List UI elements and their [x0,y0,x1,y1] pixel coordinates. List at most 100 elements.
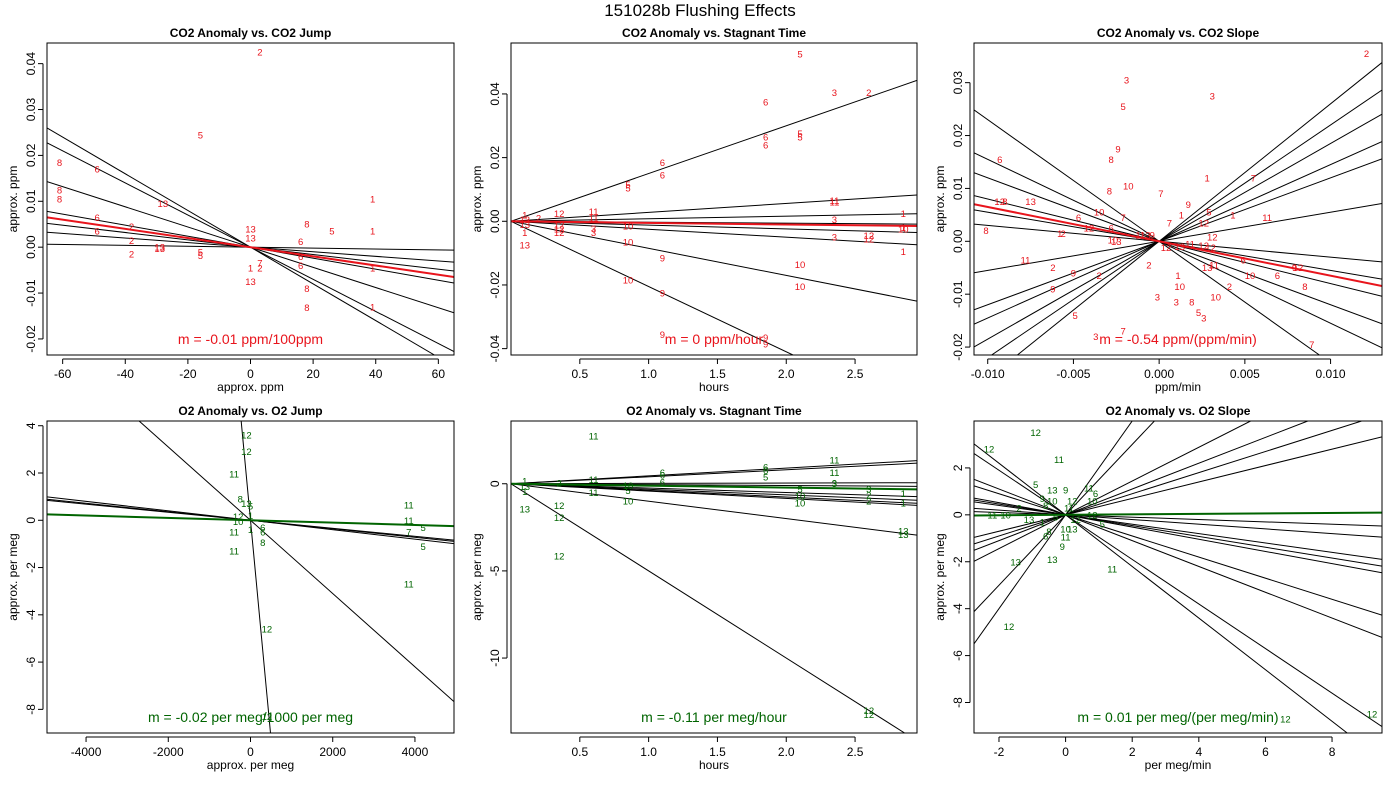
data-point-24: 12 [554,221,565,232]
fit-line-8 [511,483,917,506]
fit-line-2 [991,89,1382,355]
data-point-16: 5 [198,247,203,258]
fit-line-6 [511,483,917,501]
data-point-3: 2 [866,88,871,99]
data-point-61: 8 [1189,298,1194,309]
data-point-15: 11 [229,547,239,558]
data-point-22: 1 [370,227,375,238]
x-tick-label: -2000 [153,745,184,759]
x-tick-label: 0 [1062,745,1069,759]
fit-line-12 [974,109,1320,355]
data-point-9: 6 [660,158,665,169]
fit-line-7 [511,220,917,302]
x-tick-label: 40 [369,367,383,381]
y-tick-label: 0.01 [951,176,965,200]
data-point-19: 1 [522,210,527,221]
data-point-31: 13 [1047,555,1058,566]
fit-line-3 [511,482,917,485]
data-point-18: 6 [1076,213,1081,224]
data-point-14: 11 [829,198,839,209]
data-point-6: 8 [57,195,62,206]
data-point-8: 1 [370,195,375,206]
data-point-31: 3 [832,215,837,226]
data-point-27: 13 [245,277,256,288]
data-point-17: 10 [623,481,634,492]
data-point-11: 8 [1107,187,1112,198]
data-point-27: 6 [1108,224,1113,235]
data-point-9: 9 [1040,494,1045,505]
data-point-42: 6 [1240,255,1245,266]
data-point-16: 11 [987,510,997,521]
plot-frame [973,420,1383,734]
data-point-26: 12 [1084,224,1095,235]
data-point-15: 11 [589,207,599,218]
data-point-23: 10 [795,491,806,502]
overall-fit-line [974,203,1382,287]
data-point-39: 9 [660,253,665,264]
data-point-10: 11 [229,528,239,539]
data-point-48: 2 [1096,271,1101,282]
y-tick-label: 0.03 [951,71,965,95]
data-point-46: 2 [1050,263,1055,274]
data-point-21: 5 [329,227,334,238]
data-point-45: 11 [1020,255,1030,266]
data-point-29: 9 [1060,542,1065,553]
data-point-1: 2 [1364,49,1369,60]
y-tick-label: 0.00 [951,229,965,253]
data-point-67: 3 [1093,332,1098,343]
fit-line-12 [974,485,1382,616]
data-point-19: 7 [406,528,411,539]
data-point-18: 5 [625,486,630,497]
overall-fit-line [511,482,917,491]
data-point-13: 6 [260,528,265,539]
y-tick-label: -2 [24,562,38,573]
data-point-6: 5 [248,502,253,513]
overall-fit-line [47,216,454,278]
data-point-12: 2 [129,236,134,247]
y-axis: -0.04 -0.02 0.00 0.02 0.04 [488,82,508,362]
data-point-55: 10 [1245,271,1256,282]
data-point-11: 12 [1067,496,1078,507]
data-point-32: 13 [1140,230,1151,241]
data-point-2: 3 [832,88,837,99]
data-point-53: 10 [1174,282,1185,293]
fit-line-7 [47,127,435,355]
data-point-33: 9 [1150,230,1155,241]
data-point-3: 8 [57,158,62,169]
y-axis-label: approx. ppm [933,166,947,233]
fit-line-10 [974,172,1382,325]
data-point-33: 1 [370,302,375,313]
data-point-36: 11 [1185,239,1195,250]
y-tick-label: 0.00 [24,235,38,259]
data-point-39: 12 [1207,233,1218,244]
data-point-10: 6 [660,171,665,182]
data-point-27: 6 [1043,531,1048,542]
slope-annotation: m = -0.54 ppm/(ppm/min) [1099,331,1257,347]
data-point-23: 5 [1100,520,1105,531]
fit-line-5 [974,421,1362,545]
x-tick-label: -0.010 [971,367,1005,381]
data-point-6: 5 [797,129,802,140]
slope-annotation: m = 0 ppm/hour [665,331,764,347]
data-point-62: 10 [1210,292,1221,303]
data-point-19: 10 [623,497,634,508]
data-point-35: 1 [901,209,906,220]
data-point-14: 13 [519,482,530,493]
x-tick-label: 1.0 [640,367,657,381]
y-tick-label: -8 [24,704,38,715]
data-point-40: 13 [1174,242,1185,253]
data-point-32: 12 [554,501,565,512]
y-tick-label: 0.03 [24,98,38,122]
y-tick-label: 0.04 [24,52,38,76]
x-tick-label: 1.5 [709,367,726,381]
data-point-26: 2 [257,263,262,274]
data-point-35: 5 [329,360,334,371]
data-point-31: 11 [1135,230,1145,241]
data-point-34: 10 [1108,236,1119,247]
data-point-13: 2 [1016,503,1021,514]
y-tick-label: -0.01 [951,280,965,308]
x-tick-label: 0.010 [1316,367,1346,381]
data-point-9: 6 [660,478,665,489]
